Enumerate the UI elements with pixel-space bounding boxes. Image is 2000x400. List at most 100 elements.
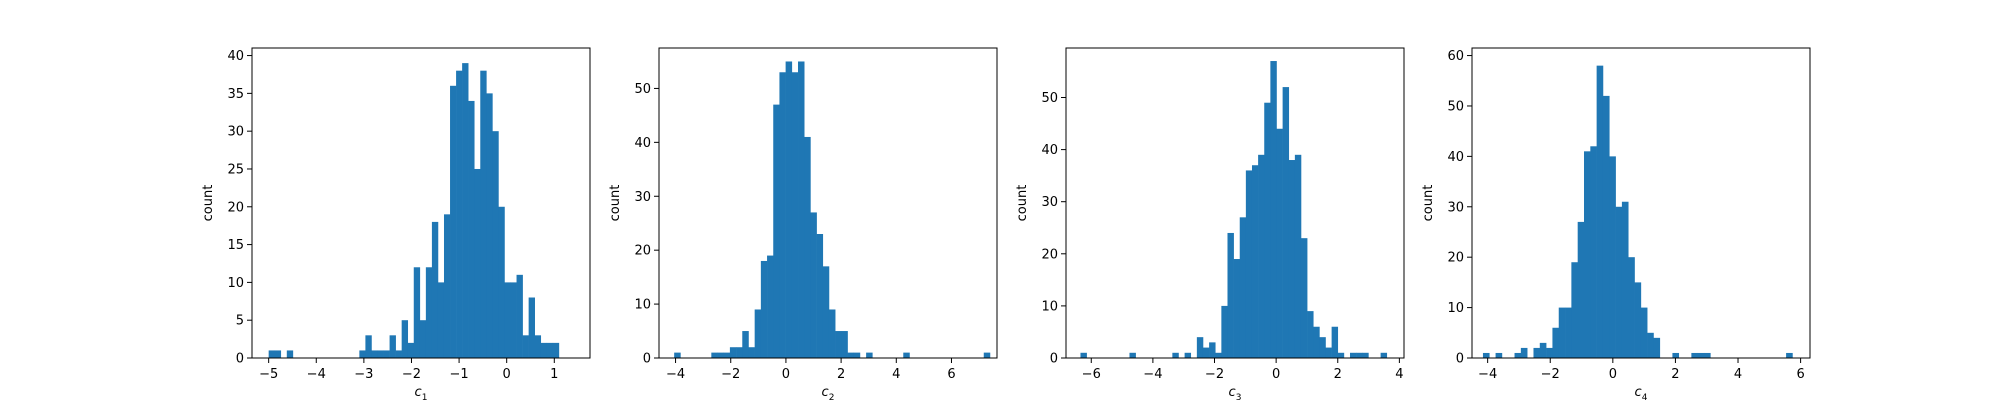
y-tick-label: 40 <box>227 49 244 64</box>
y-tick-label: 0 <box>643 352 651 367</box>
histogram-bar <box>816 234 824 358</box>
histogram-bar <box>779 72 786 358</box>
x-axis-label-subscript: 4 <box>1642 393 1648 400</box>
histogram-bar <box>1533 347 1541 358</box>
histogram-bar <box>767 255 774 358</box>
histogram-bar <box>540 342 548 358</box>
histogram-bar <box>1584 151 1591 358</box>
histogram-bar <box>456 70 463 359</box>
histogram-bar <box>760 260 768 358</box>
histogram-bar <box>717 352 725 358</box>
histogram-bar <box>1288 160 1296 358</box>
histogram-bar <box>1672 352 1680 358</box>
x-axis-label-main: c <box>822 385 829 400</box>
histogram-bar <box>1571 262 1578 358</box>
histogram-bar <box>804 136 811 358</box>
y-tick-label: 50 <box>634 82 651 97</box>
histogram-bar <box>754 309 762 358</box>
y-tick-label: 50 <box>1447 99 1464 114</box>
histogram-bar <box>371 350 378 358</box>
histogram-bar <box>1294 154 1302 358</box>
y-tick-label: 10 <box>634 298 651 313</box>
y-axis-label: count <box>201 185 216 222</box>
y-tick-label: 25 <box>227 162 244 177</box>
histogram-bars <box>1482 65 1793 358</box>
x-axis-label-subscript: 2 <box>829 393 835 400</box>
histogram-bar <box>903 352 910 358</box>
histogram-bar <box>462 63 469 359</box>
histogram-bar <box>437 282 445 358</box>
histogram-bar <box>1245 170 1253 358</box>
x-tick-label: −3 <box>354 367 373 382</box>
y-tick-label: 35 <box>227 87 244 102</box>
x-tick-label: −4 <box>307 367 326 382</box>
histogram-bars <box>674 61 991 358</box>
x-tick-label: −1 <box>449 367 468 382</box>
x-tick-label: −4 <box>666 367 685 382</box>
y-tick-label: 20 <box>634 244 651 259</box>
histogram-bar <box>522 335 529 358</box>
y-tick-label: 20 <box>227 200 244 215</box>
histogram-bar <box>1653 337 1661 358</box>
histogram-bar <box>822 266 830 358</box>
histogram-bar <box>798 61 805 358</box>
x-axis-label: c4 <box>1635 385 1648 400</box>
histogram-bar <box>1590 146 1597 358</box>
histogram-bar <box>1558 307 1566 358</box>
histogram-bar <box>1172 352 1179 358</box>
histogram-bar <box>1251 165 1259 358</box>
histogram-bar <box>443 214 451 358</box>
histogram-bar <box>711 352 718 358</box>
x-tick-label: −2 <box>1205 367 1224 382</box>
histogram-bar <box>1349 352 1357 358</box>
axes-frame <box>658 47 998 359</box>
histogram-bar <box>1227 232 1234 358</box>
y-tick-label: 50 <box>1041 91 1058 106</box>
histogram-bar <box>1552 327 1560 358</box>
histogram-bar <box>1258 154 1265 358</box>
histogram-bar <box>1209 342 1216 358</box>
histogram-bar <box>1691 352 1698 358</box>
histogram-bars <box>268 63 560 359</box>
histogram-bar <box>431 221 439 358</box>
histogram-bar <box>377 350 384 358</box>
y-tick-label: 0 <box>1456 352 1464 367</box>
y-tick-label: 0 <box>236 352 244 367</box>
histogram-bar <box>1264 102 1271 359</box>
histogram-bar <box>1331 326 1339 358</box>
histogram-bar <box>450 85 457 359</box>
x-tick-label: 0 <box>1609 367 1617 382</box>
histogram-bar <box>1233 259 1241 358</box>
histogram-bar <box>365 335 372 358</box>
axes-frame <box>1471 47 1811 359</box>
histogram-bar <box>1129 352 1136 358</box>
x-axis-label-main: c <box>1635 385 1642 400</box>
histogram-bar <box>847 352 855 358</box>
y-tick-label: 10 <box>1041 299 1058 314</box>
histogram-bar <box>773 104 780 358</box>
histogram-bar <box>359 350 366 358</box>
y-axis-label: count <box>1015 185 1030 222</box>
x-axis-label-main: c <box>415 385 422 400</box>
x-tick-label: 6 <box>947 367 955 382</box>
histogram-bar <box>1239 217 1247 358</box>
histogram-bar <box>1276 128 1283 358</box>
x-tick-label: −4 <box>1143 367 1162 382</box>
histogram-bar <box>1319 337 1326 358</box>
x-tick-label: −2 <box>721 367 740 382</box>
x-tick-label: 2 <box>1334 367 1342 382</box>
histogram-bar <box>785 61 793 358</box>
histogram-bar <box>474 168 481 358</box>
histogram-bar <box>1482 352 1490 358</box>
x-tick-label: −5 <box>259 367 278 382</box>
histogram-bar <box>504 282 511 358</box>
histogram-bar <box>1577 221 1585 358</box>
histogram-bar <box>1546 347 1553 358</box>
histogram-bar <box>480 70 487 359</box>
histogram-bar <box>736 347 743 358</box>
y-tick-label: 20 <box>1447 251 1464 266</box>
x-tick-label: −2 <box>1541 367 1560 382</box>
